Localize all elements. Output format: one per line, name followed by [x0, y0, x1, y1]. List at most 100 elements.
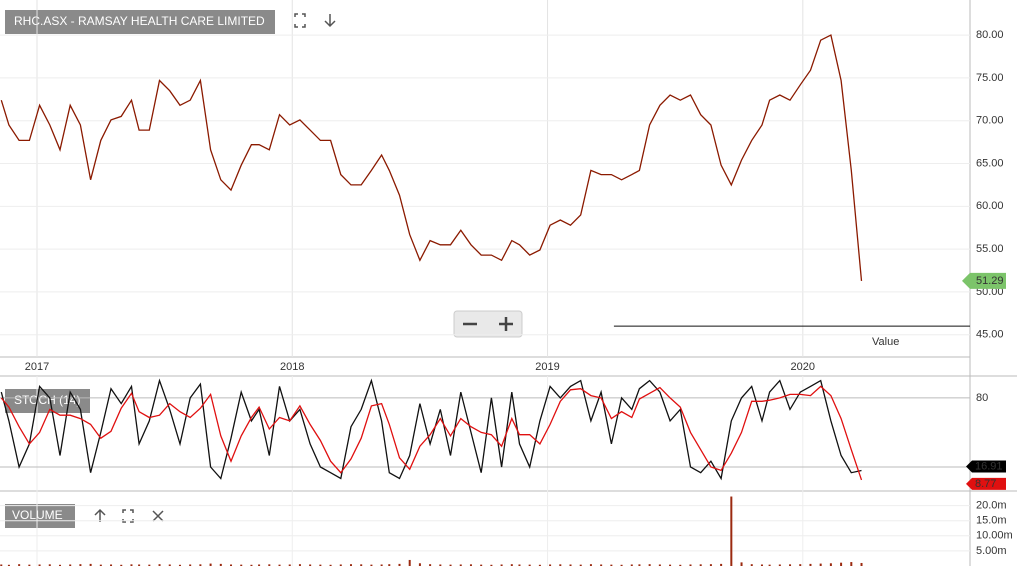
- bar: [840, 562, 843, 566]
- bar: [38, 564, 41, 566]
- bar: [178, 564, 181, 566]
- bar: [610, 564, 613, 566]
- panel-title: STOCH (14): [14, 393, 80, 407]
- panel-icons[interactable]: [94, 13, 336, 523]
- bar: [18, 564, 21, 566]
- close-icon[interactable]: [152, 510, 164, 522]
- zoom-buttons[interactable]: [453, 310, 523, 338]
- title-box: [5, 10, 275, 34]
- bar: [689, 564, 692, 566]
- last-value-label: 16.91: [975, 460, 1003, 472]
- bar: [79, 564, 82, 566]
- expand-icon[interactable]: [122, 509, 134, 523]
- bar: [549, 564, 552, 566]
- x-tick-label: 2019: [535, 361, 559, 373]
- bar: [288, 564, 291, 566]
- bar: [0, 564, 3, 566]
- y-tick-label: 65.00: [976, 157, 1004, 169]
- bar: [429, 564, 432, 566]
- bar: [110, 564, 113, 566]
- bar: [630, 564, 633, 566]
- bar: [459, 564, 462, 566]
- bar: [589, 564, 592, 566]
- bar: [669, 564, 672, 566]
- bar: [699, 564, 702, 566]
- bar: [388, 564, 391, 566]
- bar: [850, 562, 853, 566]
- bar: [319, 564, 322, 566]
- bar: [579, 564, 582, 566]
- bar: [199, 564, 202, 566]
- bar: [679, 564, 682, 566]
- bar: [250, 564, 253, 566]
- bar: [138, 564, 141, 566]
- title-box: [5, 504, 75, 528]
- bar: [740, 562, 743, 566]
- bar: [130, 564, 133, 566]
- bar: [439, 564, 442, 566]
- bar: [69, 564, 72, 566]
- price-line: [0, 385, 863, 481]
- bar: [28, 564, 31, 566]
- level-label: Value: [872, 336, 899, 348]
- bar: [480, 564, 483, 566]
- bar: [709, 564, 712, 566]
- bar: [768, 564, 771, 566]
- y-tick-label: 5.00m: [976, 545, 1007, 557]
- bar: [518, 564, 521, 566]
- bar: [298, 564, 301, 566]
- bar: [360, 564, 363, 566]
- x-tick-label: 2017: [25, 361, 49, 373]
- y-tick-label: 20.0m: [976, 499, 1007, 511]
- bar: [189, 564, 192, 566]
- price-line: [0, 34, 863, 281]
- y-tick-label: 15.0m: [976, 515, 1007, 527]
- y-tick-label: 10.00m: [976, 530, 1013, 542]
- bar: [339, 564, 342, 566]
- bar: [209, 563, 212, 566]
- y-tick-label: 55.00: [976, 243, 1004, 255]
- bar: [559, 564, 562, 566]
- bar: [230, 564, 233, 566]
- bar: [789, 564, 792, 566]
- bar: [500, 564, 503, 566]
- y-tick-label: 80.00: [976, 29, 1004, 41]
- bar: [510, 564, 513, 566]
- bar: [600, 564, 603, 566]
- bar: [48, 564, 51, 566]
- down-icon[interactable]: [324, 14, 336, 28]
- bar: [148, 564, 151, 566]
- bar: [278, 564, 281, 566]
- x-tick-label: 2020: [791, 361, 815, 373]
- bar: [648, 564, 651, 566]
- bar: [799, 564, 802, 566]
- bar: [268, 564, 271, 566]
- last-value-label: 51.29: [976, 275, 1004, 287]
- bar: [449, 564, 452, 566]
- bar: [829, 563, 832, 566]
- bar: [58, 564, 61, 566]
- expand-icon[interactable]: [294, 13, 306, 28]
- y-tick-label: 45.00: [976, 329, 1004, 341]
- y-tick-label: 60.00: [976, 200, 1004, 212]
- bar: [528, 564, 531, 566]
- bar: [89, 563, 92, 566]
- bar: [620, 564, 623, 566]
- bar: [569, 564, 572, 566]
- last-value-label: 8.77: [975, 478, 996, 490]
- last-value-tag: [966, 477, 1006, 490]
- chart-title: RHC.ASX - RAMSAY HEALTH CARE LIMITED: [14, 14, 265, 28]
- up-icon[interactable]: [94, 508, 106, 522]
- bar: [638, 564, 641, 566]
- y-tick-label: 75.00: [976, 72, 1004, 84]
- bar: [469, 564, 472, 566]
- bar: [750, 564, 753, 566]
- y-tick-label: 80: [976, 392, 988, 404]
- bar: [349, 564, 352, 566]
- bar: [380, 564, 383, 566]
- last-value-tag: [966, 460, 1006, 473]
- bar: [730, 496, 733, 566]
- bar: [219, 563, 222, 566]
